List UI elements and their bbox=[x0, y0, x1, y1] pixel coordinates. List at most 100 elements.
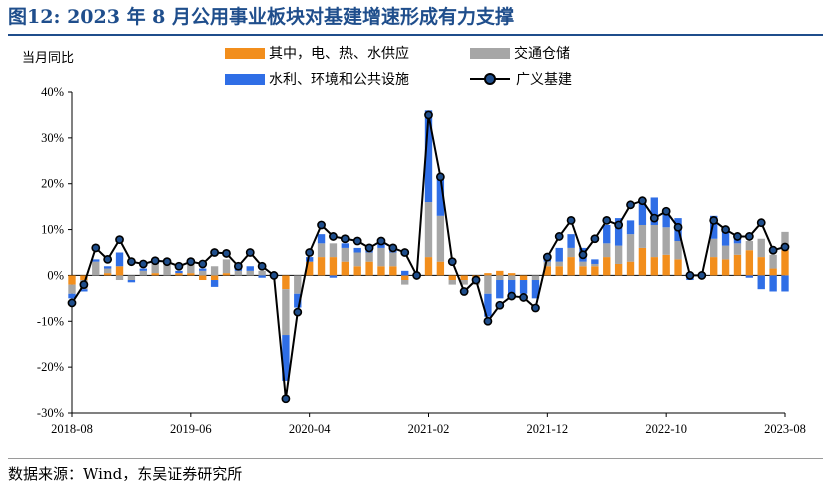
bar-water bbox=[246, 266, 254, 271]
bar-utility bbox=[353, 266, 361, 276]
bar-transport bbox=[710, 238, 718, 258]
bar-transport bbox=[496, 275, 504, 281]
legend-swatch-transport bbox=[470, 47, 510, 59]
infrastructure-point bbox=[649, 213, 659, 223]
bar-water bbox=[436, 179, 445, 216]
bar-water bbox=[650, 197, 658, 225]
infrastructure-point bbox=[317, 220, 326, 230]
bar-transport bbox=[317, 243, 326, 258]
bar-transport bbox=[781, 231, 789, 251]
infrastructure-point bbox=[733, 232, 742, 241]
bar-water bbox=[531, 280, 540, 299]
bar-utility bbox=[567, 257, 575, 276]
bar-utility bbox=[424, 257, 433, 276]
bar-transport bbox=[757, 238, 765, 258]
bar-utility bbox=[496, 270, 504, 276]
bar-transport bbox=[163, 261, 171, 276]
infrastructure-point bbox=[412, 271, 422, 280]
bar-water bbox=[614, 218, 623, 246]
bar-utility bbox=[305, 261, 314, 276]
bar-utility bbox=[543, 266, 552, 276]
bar-utility bbox=[769, 268, 777, 276]
bar-transport bbox=[365, 252, 373, 262]
bar-water bbox=[757, 275, 765, 290]
infrastructure-point bbox=[400, 248, 410, 257]
y-axis-unit-label: 当月同比 bbox=[22, 51, 75, 66]
y-tick-label: -30% bbox=[37, 406, 64, 420]
bar-transport bbox=[68, 284, 76, 294]
bar-transport bbox=[733, 243, 742, 255]
bar-transport bbox=[721, 245, 730, 260]
infrastructure-point bbox=[709, 215, 719, 225]
bar-utility bbox=[377, 266, 385, 276]
infrastructure-point bbox=[602, 215, 612, 225]
legend-item-utility: 其中，电、热、水供应 bbox=[225, 42, 409, 64]
infrastructure-point bbox=[138, 259, 148, 269]
infrastructure-point bbox=[162, 257, 172, 267]
figure-title: 图12: 2023 年 8 月公用事业板块对基建增速形成有力支撑 bbox=[8, 6, 515, 28]
bar-utility bbox=[115, 266, 124, 276]
infrastructure-point bbox=[483, 316, 493, 326]
bar-water bbox=[484, 293, 492, 317]
infrastructure-point bbox=[91, 243, 101, 253]
x-tick-label: 2019-06 bbox=[170, 422, 212, 436]
bar-transport bbox=[662, 227, 670, 255]
bar-utility bbox=[199, 275, 207, 281]
infrastructure-point bbox=[578, 250, 588, 260]
bar-utility bbox=[733, 254, 742, 276]
bar-utility bbox=[591, 266, 599, 276]
bar-water bbox=[103, 266, 112, 269]
y-tick-label: 20% bbox=[41, 177, 64, 191]
infrastructure-point bbox=[115, 235, 124, 245]
bar-water bbox=[210, 280, 219, 287]
infrastructure-point bbox=[507, 291, 517, 301]
bar-water bbox=[80, 289, 88, 292]
x-tick-label: 2023-08 bbox=[764, 422, 806, 436]
bar-water bbox=[305, 257, 314, 262]
bar-water bbox=[175, 270, 183, 274]
infrastructure-point bbox=[245, 248, 255, 257]
infrastructure-point bbox=[542, 252, 552, 262]
bar-utility bbox=[103, 273, 112, 276]
bar-utility bbox=[674, 259, 682, 276]
bar-utility bbox=[317, 257, 326, 276]
bar-utility bbox=[448, 275, 456, 281]
infrastructure-point bbox=[447, 257, 457, 267]
bar-transport bbox=[543, 261, 552, 267]
infrastructure-point bbox=[614, 220, 624, 230]
bar-water bbox=[258, 275, 266, 278]
bar-transport bbox=[115, 275, 124, 281]
infrastructure-point bbox=[150, 256, 160, 266]
infrastructure-point bbox=[638, 196, 647, 206]
bar-transport bbox=[377, 247, 385, 267]
infrastructure-point bbox=[329, 232, 338, 241]
bar-water bbox=[401, 270, 409, 276]
bar-transport bbox=[484, 275, 492, 294]
y-tick-label: -10% bbox=[37, 314, 64, 328]
legend-swatch-utility bbox=[225, 47, 265, 59]
x-tick-label: 2022-10 bbox=[645, 422, 687, 436]
infrastructure-point bbox=[376, 236, 386, 246]
bar-utility bbox=[222, 273, 231, 276]
bar-transport bbox=[745, 241, 754, 251]
infrastructure-point bbox=[697, 271, 707, 280]
infrastructure-point bbox=[685, 271, 695, 280]
bar-transport bbox=[603, 243, 611, 258]
bar-utility bbox=[579, 266, 587, 276]
bar-water bbox=[733, 238, 742, 244]
bar-water bbox=[199, 268, 207, 271]
bar-water bbox=[127, 280, 136, 283]
infrastructure-point bbox=[67, 298, 77, 308]
x-tick-label: 2021-12 bbox=[526, 422, 568, 436]
bar-utility bbox=[341, 261, 350, 276]
infrastructure-point bbox=[210, 248, 219, 257]
x-tick-label: 2018-08 bbox=[51, 422, 93, 436]
legend-item-transport: 交通仓储 bbox=[470, 42, 570, 64]
infrastructure-point bbox=[222, 249, 231, 258]
bar-transport bbox=[460, 280, 468, 285]
infrastructure-point bbox=[661, 206, 671, 216]
bar-utility bbox=[365, 261, 373, 276]
infrastructure-point bbox=[281, 394, 291, 404]
bar-utility bbox=[614, 263, 623, 276]
